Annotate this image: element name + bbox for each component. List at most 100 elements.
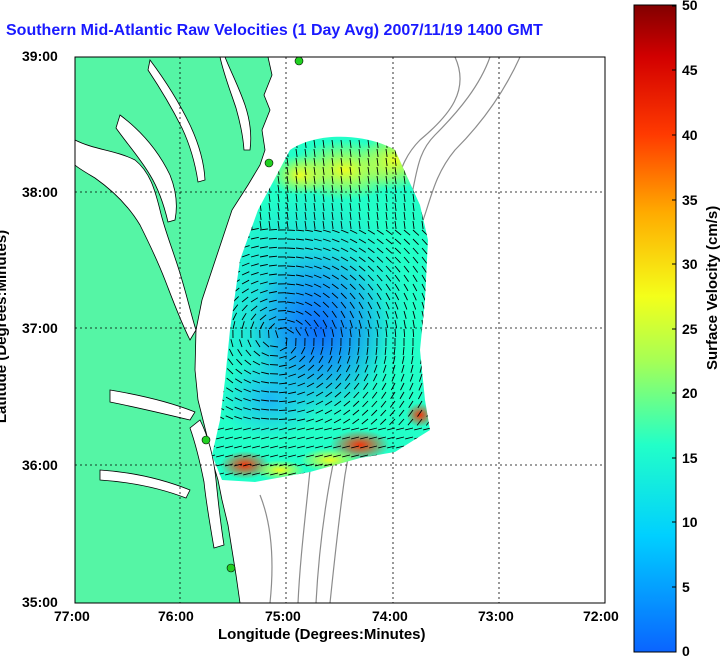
velocity-vector — [392, 355, 396, 364]
station-marker — [201, 435, 211, 445]
velocity-vector — [304, 328, 309, 337]
y-tick-label: 37:00 — [22, 320, 58, 336]
velocity-vector — [340, 238, 349, 243]
velocity-vector — [403, 175, 406, 184]
velocity-vector — [390, 382, 396, 391]
velocity-vector — [324, 445, 333, 449]
velocity-vector — [304, 202, 307, 211]
velocity-vector — [304, 193, 307, 202]
velocity-vector — [394, 274, 401, 282]
velocity-vector — [340, 148, 343, 157]
velocity-vector — [250, 263, 259, 267]
velocity-vector — [340, 229, 349, 234]
velocity-vector — [228, 348, 234, 357]
velocity-vector — [340, 301, 347, 309]
velocity-vector — [342, 445, 351, 449]
velocity-vector — [289, 355, 297, 361]
velocity-vector — [268, 264, 277, 267]
velocity-vector — [322, 247, 331, 252]
velocity-vector — [313, 301, 321, 308]
grid-lines — [75, 57, 605, 603]
velocity-vector — [394, 175, 397, 184]
velocity-vector — [270, 345, 279, 348]
velocity-vector — [295, 193, 298, 202]
velocity-vector — [362, 391, 369, 399]
velocity-vector — [394, 256, 401, 264]
velocity-vector — [340, 310, 346, 319]
colorbar-label: Surface Velocity (cm/s) — [704, 205, 721, 370]
velocity-vector — [315, 400, 324, 406]
velocity-vector — [243, 445, 252, 449]
velocity-vector — [358, 283, 365, 291]
velocity-vector — [409, 373, 414, 382]
velocity-vector — [410, 364, 414, 373]
velocity-vector — [297, 382, 306, 387]
velocity-vector — [367, 319, 371, 328]
velocity-vector — [252, 370, 261, 375]
velocity-vector — [358, 193, 361, 202]
velocity-vector — [288, 472, 297, 476]
velocity-vector — [243, 388, 252, 393]
velocity-vector — [277, 175, 280, 184]
velocity-vector — [295, 229, 305, 232]
velocity-vector — [335, 373, 342, 381]
velocity-vector — [304, 310, 312, 316]
velocity-vector — [369, 427, 378, 431]
velocity-vector — [295, 148, 298, 157]
velocity-vector — [322, 238, 331, 242]
velocity-vector — [394, 202, 397, 211]
velocity-vector — [268, 220, 271, 229]
velocity-vector — [286, 328, 295, 334]
velocity-vector — [288, 454, 297, 458]
velocity-vector — [376, 310, 381, 319]
velocity-vector — [269, 354, 279, 357]
velocity-vector — [394, 166, 397, 175]
velocity-vector — [331, 274, 340, 280]
velocity-vector — [313, 274, 322, 279]
velocity-vector — [349, 310, 355, 319]
velocity-vector — [241, 271, 250, 276]
velocity-vector — [421, 247, 428, 255]
velocity-vector — [304, 175, 307, 184]
velocity-vector — [358, 148, 361, 157]
velocity-vector — [286, 193, 289, 202]
velocity-vector — [405, 436, 414, 440]
velocity-vector — [412, 193, 415, 202]
velocity-vector — [322, 184, 325, 193]
velocity-vector — [385, 319, 389, 328]
velocity-vector — [237, 349, 243, 357]
velocity-vector — [250, 280, 259, 285]
velocity-vector — [407, 409, 414, 417]
y-tick-label: 39:00 — [22, 48, 58, 64]
velocity-vector — [261, 408, 270, 411]
velocity-vector — [375, 346, 378, 355]
velocity-vector — [385, 220, 388, 229]
velocity-vector — [259, 211, 262, 220]
velocity-vector — [367, 238, 375, 244]
velocity-vector — [313, 310, 321, 317]
velocity-vector — [394, 319, 398, 328]
velocity-vector — [315, 418, 324, 423]
velocity-vector — [358, 202, 361, 211]
velocity-vector — [358, 265, 366, 272]
velocity-vector — [336, 364, 342, 373]
velocity-vector — [342, 436, 351, 440]
velocity-vector — [313, 283, 322, 288]
velocity-vector — [295, 166, 298, 175]
velocity-vector — [367, 139, 370, 148]
velocity-vector — [322, 202, 325, 211]
velocity-vector — [403, 283, 409, 292]
velocity-vector — [363, 373, 369, 382]
velocity-vector — [403, 265, 410, 273]
velocity-vector — [259, 272, 268, 276]
velocity-vector — [322, 319, 328, 328]
velocity-vector — [363, 382, 369, 390]
velocity-vector — [225, 454, 234, 458]
velocity-vector — [318, 355, 324, 364]
velocity-vector — [351, 445, 360, 449]
velocity-vector — [407, 418, 414, 426]
velocity-vector — [295, 211, 298, 220]
velocity-vector — [352, 400, 360, 407]
velocity-vector — [331, 148, 334, 157]
